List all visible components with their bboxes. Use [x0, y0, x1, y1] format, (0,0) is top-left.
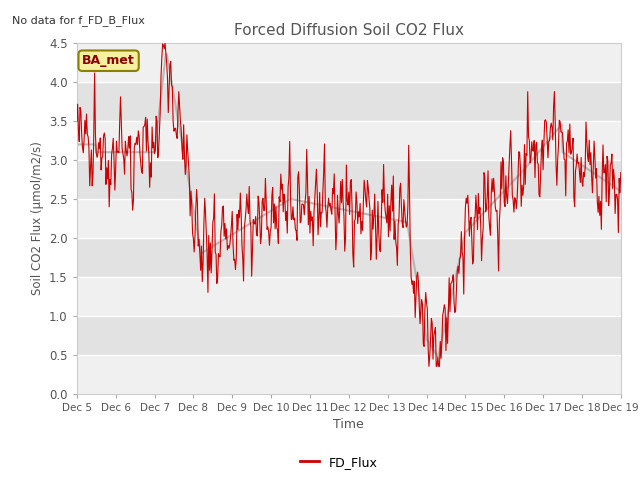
Title: Forced Diffusion Soil CO2 Flux: Forced Diffusion Soil CO2 Flux [234, 23, 464, 38]
Bar [77, 238, 621, 277]
Legend: FD_Flux: FD_Flux [296, 451, 383, 474]
X-axis label: Time: Time [333, 418, 364, 431]
Y-axis label: Soil CO2 Flux (μmol/m2/s): Soil CO2 Flux (μmol/m2/s) [31, 142, 44, 295]
Text: No data for f_FD_B_Flux: No data for f_FD_B_Flux [12, 15, 145, 26]
Text: BA_met: BA_met [82, 54, 135, 67]
Bar [77, 199, 621, 238]
Bar [77, 355, 621, 394]
Bar [77, 277, 621, 316]
Bar [77, 160, 621, 199]
Bar [77, 121, 621, 160]
Bar [77, 316, 621, 355]
Bar [77, 82, 621, 121]
Bar [77, 43, 621, 82]
